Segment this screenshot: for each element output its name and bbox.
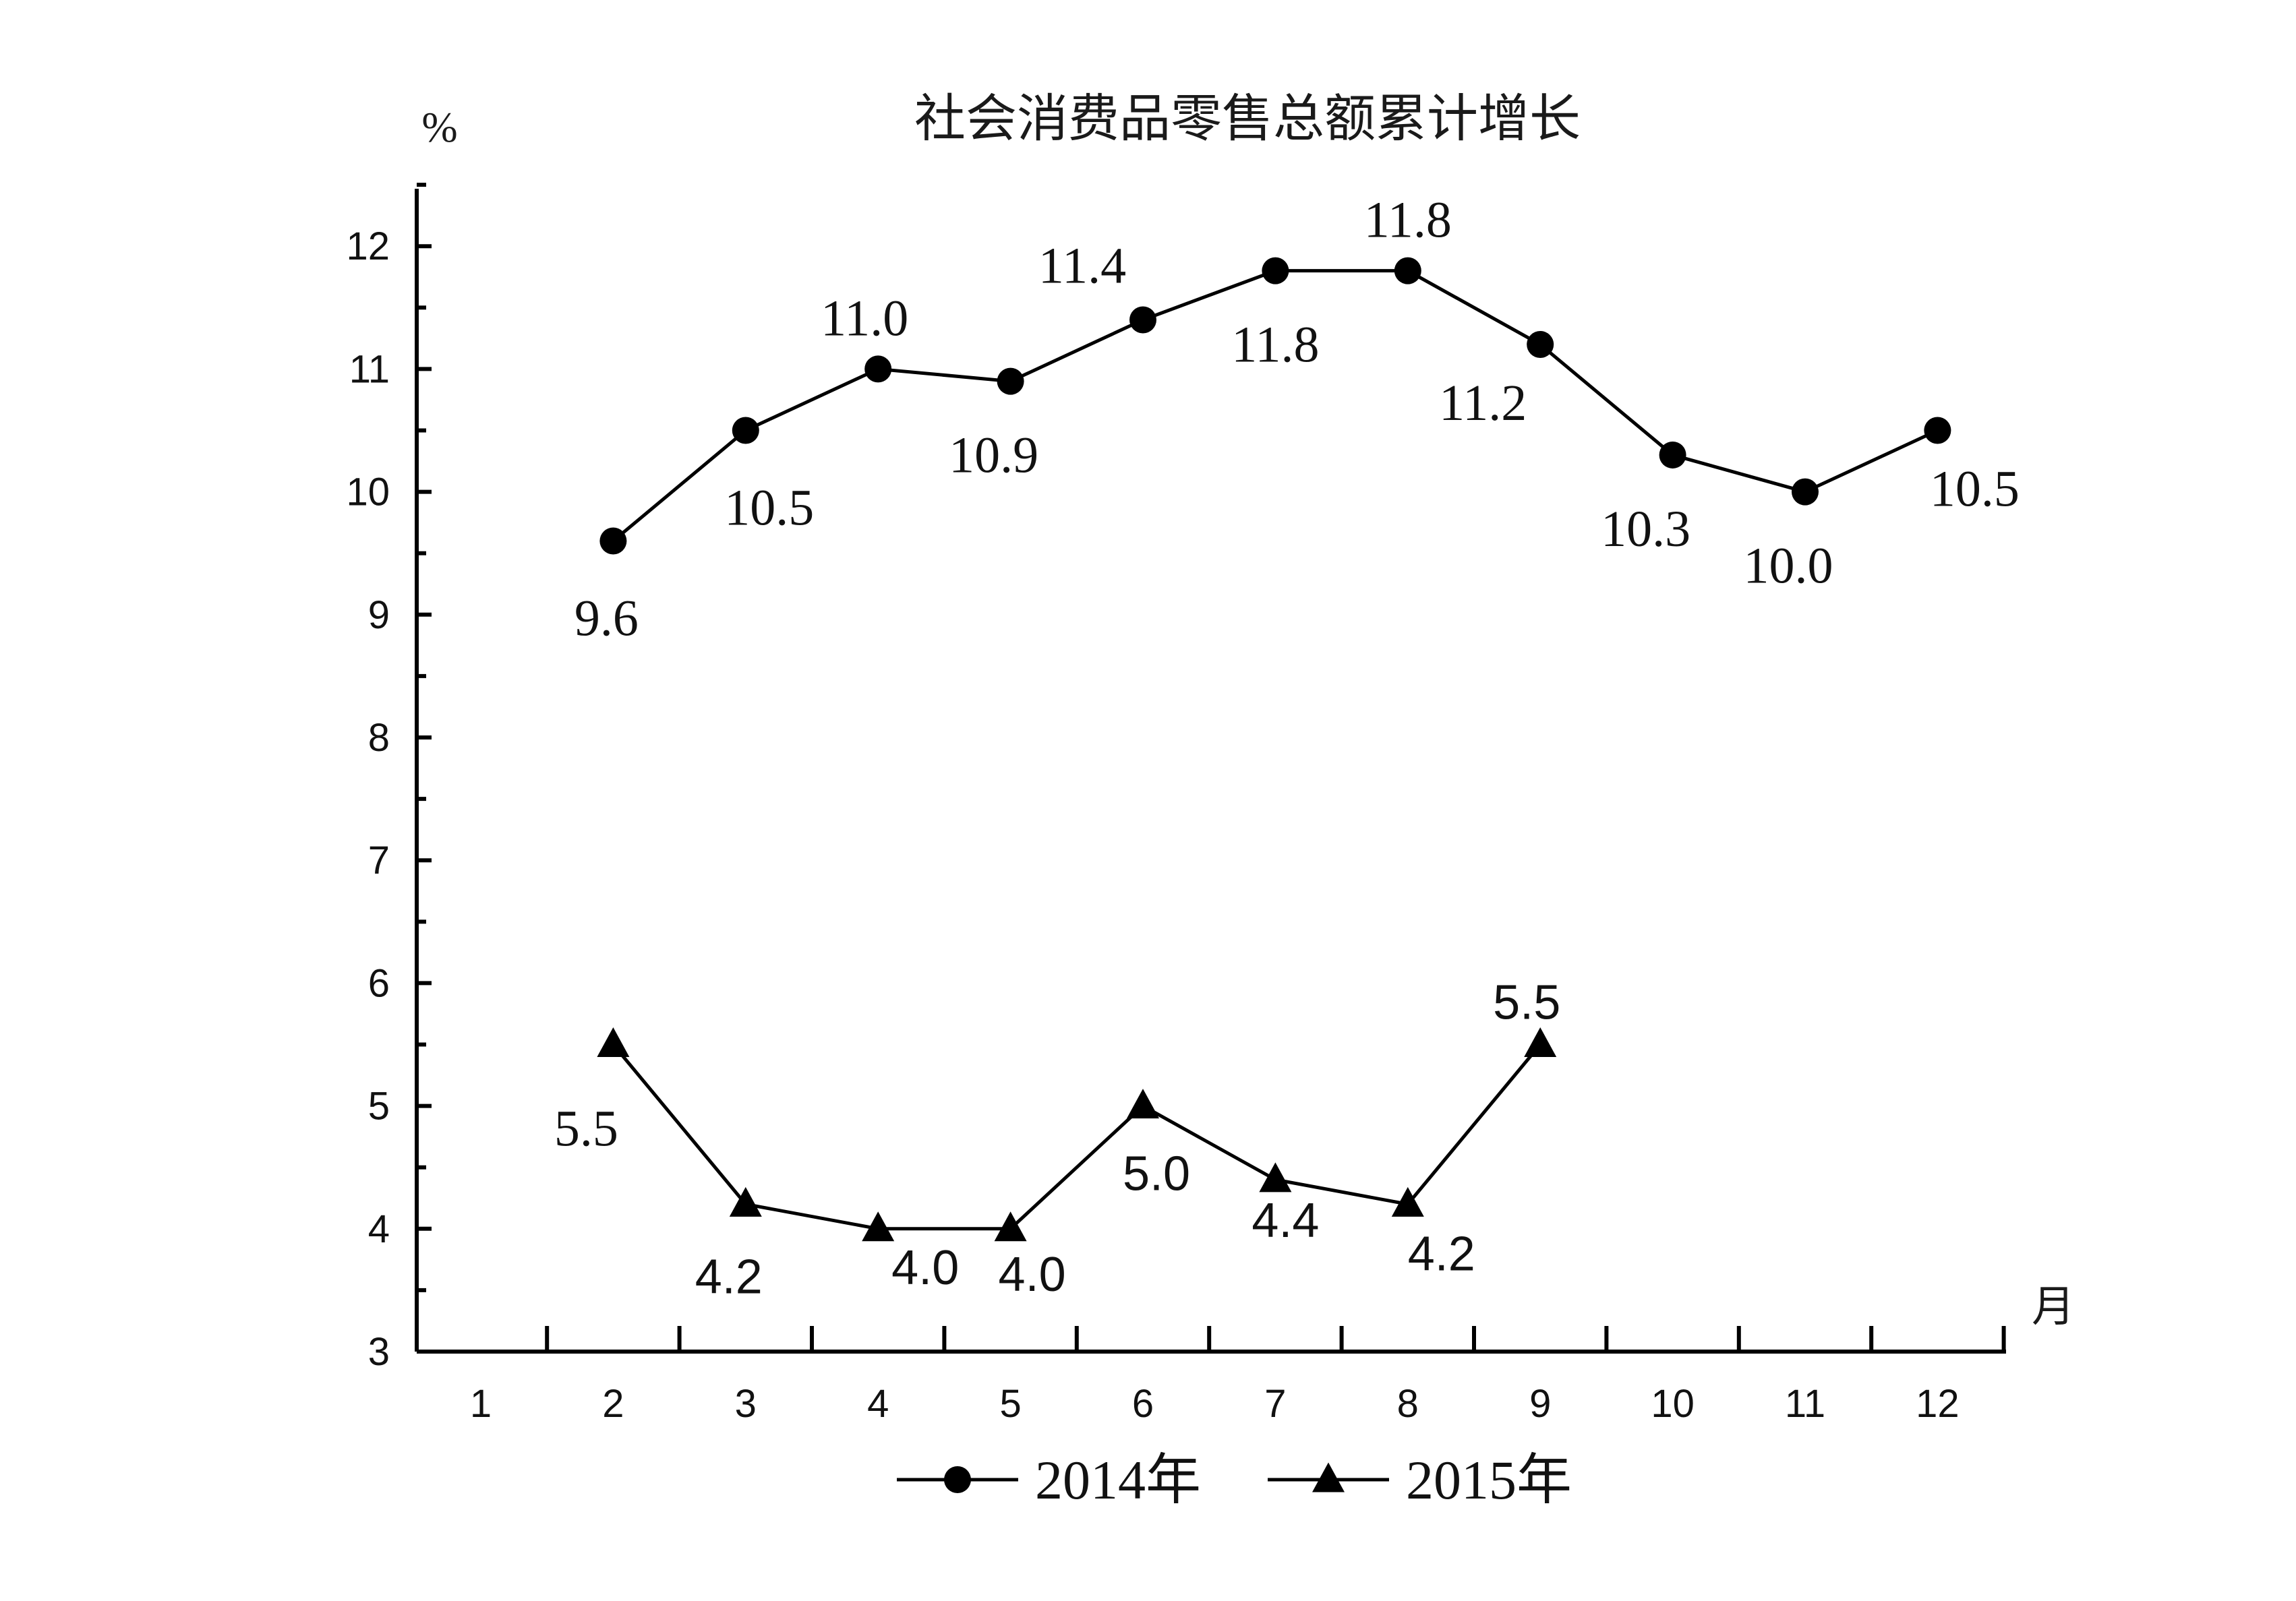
series-line-2 [612,1043,1542,1231]
legend-marker-circle [944,1466,971,1493]
data-label: 4.2 [695,1250,763,1304]
y-axis-unit: % [421,103,457,151]
data-point-triangle [1259,1162,1292,1192]
legend-label: 2015年 [1406,1449,1572,1511]
data-label: 10.9 [949,427,1038,484]
x-tick-label: 7 [1264,1382,1286,1426]
data-labels: 9.6 10.5 11.0 10.9 11.4 11.8 11.8 11.2 10.3 10.0 1… [554,192,2020,1304]
data-label: 5.5 [554,1101,618,1157]
data-point-triangle [597,1027,630,1057]
y-tick-label: 11 [349,347,390,391]
y-tick-label: 5 [368,1085,390,1128]
data-point-triangle [1391,1186,1424,1217]
y-tick-label: 12 [346,224,390,268]
x-axis-unit: 月 [2032,1283,2075,1331]
x-tick-label: 6 [1132,1382,1154,1426]
x-tick-label: 11 [1785,1382,1825,1426]
data-label: 11.4 [1038,238,1126,295]
data-label: 5.5 [1493,976,1560,1030]
x-tick-label: 4 [867,1382,889,1426]
y-tick-label: 10 [346,471,390,514]
x-tick-label: 12 [1916,1382,1960,1426]
x-tick-label: 3 [735,1382,757,1426]
data-label: 11.8 [1231,317,1319,373]
y-axis-ticks: 3 4 5 6 7 8 9 10 11 12 [346,183,432,1374]
legend-label: 2014年 [1035,1449,1201,1511]
x-tick-label: 5 [999,1382,1021,1426]
data-label: 10.5 [724,480,814,537]
data-label: 4.4 [1252,1194,1319,1248]
data-label: 9.6 [575,590,639,646]
x-axis-ticks: 1 2 3 4 5 6 7 8 9 10 11 12 [470,1326,2006,1426]
data-point-triangle [729,1186,762,1217]
data-label: 4.2 [1408,1227,1475,1281]
data-point-triangle [1524,1027,1557,1057]
y-tick-label: 7 [368,839,390,882]
axes [415,189,2006,1354]
data-point-circle [864,355,892,383]
x-tick-label: 8 [1397,1382,1419,1426]
x-tick-label: 9 [1529,1382,1551,1426]
x-tick-label: 1 [470,1382,492,1426]
data-point-triangle [1127,1089,1159,1119]
data-point-circle [1659,441,1686,469]
data-point-circle [599,527,627,555]
data-point-circle [1394,257,1421,284]
y-tick-label: 9 [368,593,390,637]
data-label: 11.2 [1439,375,1527,431]
data-label: 11.8 [1364,192,1452,249]
y-tick-label: 6 [368,961,390,1005]
data-point-circle [997,367,1024,395]
data-label: 4.0 [891,1241,959,1295]
y-tick-label: 3 [368,1330,390,1374]
data-label: 11.0 [821,290,908,346]
legend-marker-triangle [1312,1462,1345,1492]
data-point-circle [1924,417,1951,444]
x-tick-label: 2 [602,1382,624,1426]
data-point-triangle [994,1211,1027,1242]
series-layer [597,257,1951,1242]
legend: 2014年 2015年 [897,1449,1572,1511]
data-point-circle [1792,478,1819,506]
data-label: 10.0 [1744,538,1833,595]
data-label: 10.5 [1930,461,2020,518]
data-point-circle [1129,306,1156,334]
data-label: 5.0 [1123,1147,1190,1201]
data-point-circle [732,417,759,444]
data-point-triangle [862,1211,895,1242]
x-tick-label: 10 [1651,1382,1695,1426]
data-label: 10.3 [1601,501,1690,557]
y-tick-label: 4 [368,1207,390,1251]
chart-title: 社会消费品零售总额累计增长 [914,88,1581,148]
data-label: 4.0 [999,1248,1066,1302]
y-tick-label: 8 [368,716,390,760]
data-point-circle [1262,257,1289,284]
data-point-circle [1527,330,1554,358]
